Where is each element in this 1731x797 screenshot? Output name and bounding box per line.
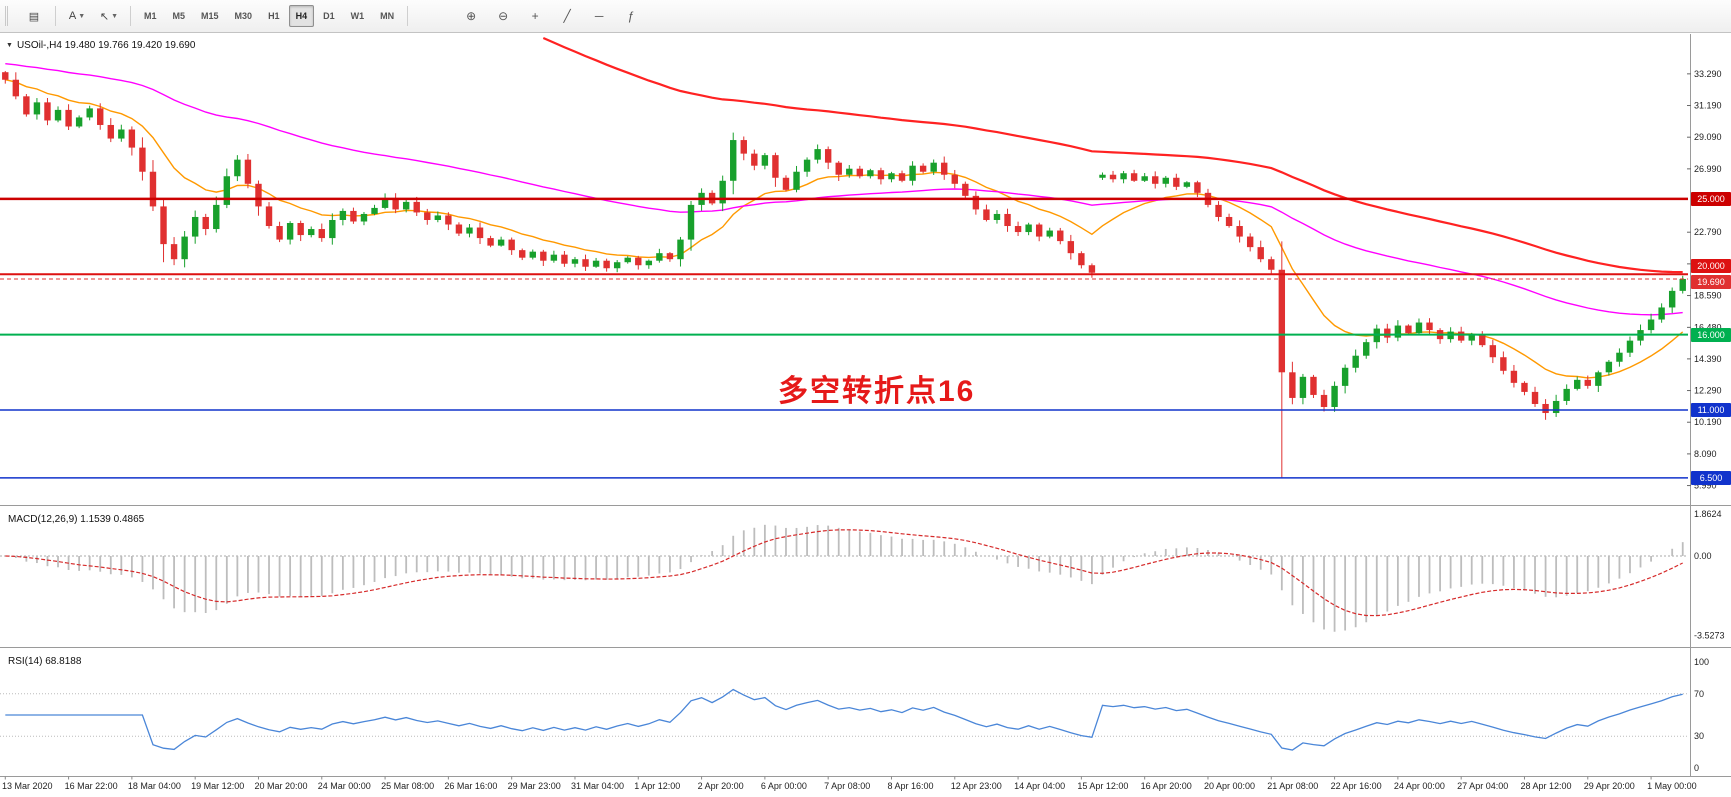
text-tool-button[interactable]: A ▼ — [61, 4, 93, 28]
svg-text:29.090: 29.090 — [1694, 132, 1722, 142]
line-studies-group: ⊕ ⊖ + ╱ ─ ƒ — [455, 4, 647, 28]
ma-fast-orange — [5, 79, 1684, 379]
zoom-out-icon[interactable]: ⊖ — [498, 9, 509, 23]
zoom-in-icon[interactable]: ⊕ — [466, 9, 477, 23]
separator — [55, 6, 56, 26]
svg-text:1 Apr 12:00: 1 Apr 12:00 — [634, 781, 680, 791]
svg-text:30: 30 — [1694, 731, 1704, 741]
price-badge-16.000: 16.000 — [1691, 327, 1731, 342]
svg-text:100: 100 — [1694, 657, 1709, 667]
svg-text:24 Apr 00:00: 24 Apr 00:00 — [1394, 781, 1445, 791]
chart-annotation-text: 多空转折点16 — [778, 375, 976, 408]
chevron-down-icon: ▼ — [111, 12, 119, 20]
svg-text:8 Apr 16:00: 8 Apr 16:00 — [887, 781, 933, 791]
svg-text:8.090: 8.090 — [1694, 449, 1717, 459]
svg-text:-3.5273: -3.5273 — [1694, 630, 1725, 640]
svg-text:29 Apr 20:00: 29 Apr 20:00 — [1584, 781, 1635, 791]
toolbar-grip[interactable] — [5, 6, 14, 26]
svg-text:1.8624: 1.8624 — [1694, 509, 1722, 519]
crosshair-icon[interactable]: + — [531, 9, 539, 23]
svg-text:24 Mar 00:00: 24 Mar 00:00 — [318, 781, 371, 791]
macd-signal-line — [5, 529, 1683, 617]
rsi-label: RSI(14) 68.8188 — [8, 656, 82, 667]
macd-label: MACD(12,26,9) 1.1539 0.4865 — [8, 514, 145, 525]
horizontal-line-icon[interactable]: ─ — [594, 9, 604, 23]
chevron-down-icon: ▼ — [78, 12, 86, 20]
svg-text:7 Apr 08:00: 7 Apr 08:00 — [824, 781, 870, 791]
timeframe-button-m1[interactable]: M1 — [144, 11, 157, 21]
svg-text:6 Apr 00:00: 6 Apr 00:00 — [761, 781, 807, 791]
svg-text:31 Mar 04:00: 31 Mar 04:00 — [571, 781, 624, 791]
svg-text:33.290: 33.290 — [1694, 69, 1722, 79]
symbol-ohlc-label: USOil-,H4 19.480 19.766 19.420 19.690 — [16, 40, 196, 51]
timeframe-button-m15[interactable]: M15 — [201, 11, 219, 21]
separator — [130, 6, 131, 26]
svg-text:13 Mar 2020: 13 Mar 2020 — [2, 781, 53, 791]
chart-title-bar: ▼ USOil-,H4 19.480 19.766 19.420 19.690 — [6, 40, 195, 51]
svg-text:14 Apr 04:00: 14 Apr 04:00 — [1014, 781, 1065, 791]
timeframe-button-m5[interactable]: M5 — [172, 11, 186, 21]
svg-text:25 Mar 08:00: 25 Mar 08:00 — [381, 781, 434, 791]
menu-icon[interactable]: ▤ — [28, 10, 40, 23]
price-badge-20.000: 20.000 — [1691, 259, 1731, 274]
svg-text:16.480: 16.480 — [1694, 322, 1722, 332]
horizontal-lines — [0, 197, 1688, 479]
price-badge-25.000: 25.000 — [1691, 191, 1731, 206]
macd-panel: 1.8624 0.00 -3.5273 — [0, 509, 1725, 640]
cursor-tool-button[interactable]: ↖ ▼ — [93, 4, 125, 28]
svg-text:31.190: 31.190 — [1694, 101, 1722, 111]
text-tool-label: A — [68, 10, 77, 22]
price-badge-11.000: 11.000 — [1691, 403, 1731, 417]
svg-text:18.590: 18.590 — [1694, 291, 1722, 301]
svg-text:0: 0 — [1694, 763, 1699, 773]
svg-text:5.990: 5.990 — [1694, 481, 1717, 491]
timeframe-button-h4[interactable]: H4 — [288, 5, 315, 27]
price-badge-6.500: 6.500 — [1691, 470, 1731, 485]
svg-text:1 May 00:00: 1 May 00:00 — [1647, 781, 1697, 791]
svg-text:70: 70 — [1694, 689, 1704, 699]
timeframe-button-d1[interactable]: D1 — [323, 11, 335, 21]
svg-text:21 Apr 08:00: 21 Apr 08:00 — [1267, 781, 1318, 791]
timeframe-group: M1 M5 M15 M30 H1 H4 D1 W1 MN — [136, 5, 402, 27]
svg-text:28 Apr 12:00: 28 Apr 12:00 — [1520, 781, 1571, 791]
svg-text:12.290: 12.290 — [1694, 386, 1722, 396]
timeframe-button-mn[interactable]: MN — [380, 11, 395, 21]
panel-frame — [0, 34, 1731, 777]
indicators-icon[interactable]: ƒ — [627, 9, 635, 23]
svg-text:2 Apr 20:00: 2 Apr 20:00 — [698, 781, 744, 791]
svg-text:19 Mar 12:00: 19 Mar 12:00 — [191, 781, 244, 791]
toolbar: ▤ A ▼ ↖ ▼ M1 M5 M15 M30 H1 H4 D1 W1 MN ⊕ ⊖ + ╱ ─ ƒ — [0, 0, 1731, 33]
svg-text:16 Apr 20:00: 16 Apr 20:00 — [1141, 781, 1192, 791]
svg-text:12 Apr 23:00: 12 Apr 23:00 — [951, 781, 1002, 791]
bid-price-badge: 19.690 — [1691, 275, 1731, 290]
svg-text:22 Apr 16:00: 22 Apr 16:00 — [1331, 781, 1382, 791]
timeframe-button-h1[interactable]: H1 — [268, 11, 280, 21]
svg-text:14.390: 14.390 — [1694, 354, 1722, 364]
cursor-icon: ↖ — [99, 10, 110, 23]
svg-text:27 Apr 04:00: 27 Apr 04:00 — [1457, 781, 1508, 791]
timeframe-button-m30[interactable]: M30 — [234, 11, 253, 21]
rsi-panel: 100 70 30 0 — [0, 657, 1709, 773]
rsi-line — [5, 688, 1683, 751]
ma-mid-magenta — [5, 63, 1683, 316]
timeframe-button-w1[interactable]: W1 — [350, 11, 365, 21]
time-axis[interactable]: 13 Mar 2020 16 Mar 22:00 18 Mar 04:00 19 Ma… — [2, 776, 1697, 792]
svg-text:10.190: 10.190 — [1694, 417, 1722, 427]
svg-text:20 Mar 20:00: 20 Mar 20:00 — [254, 781, 307, 791]
svg-text:15 Apr 12:00: 15 Apr 12:00 — [1077, 781, 1128, 791]
collapse-icon[interactable]: ▼ — [6, 42, 13, 49]
svg-text:26 Mar 16:00: 26 Mar 16:00 — [444, 781, 497, 791]
svg-text:16 Mar 22:00: 16 Mar 22:00 — [65, 781, 118, 791]
svg-text:20 Apr 00:00: 20 Apr 00:00 — [1204, 781, 1255, 791]
svg-text:29 Mar 23:00: 29 Mar 23:00 — [508, 781, 561, 791]
ma-slow-red — [542, 36, 1683, 274]
trendline-icon[interactable]: ╱ — [563, 9, 571, 23]
svg-text:0.00: 0.00 — [1694, 551, 1712, 561]
svg-text:18 Mar 04:00: 18 Mar 04:00 — [128, 781, 181, 791]
separator — [407, 6, 409, 26]
svg-text:26.990: 26.990 — [1694, 164, 1722, 174]
svg-text:22.790: 22.790 — [1694, 227, 1722, 237]
price-axis[interactable]: 33.29031.19029.09026.99022.79020.69018.5… — [1687, 69, 1722, 491]
